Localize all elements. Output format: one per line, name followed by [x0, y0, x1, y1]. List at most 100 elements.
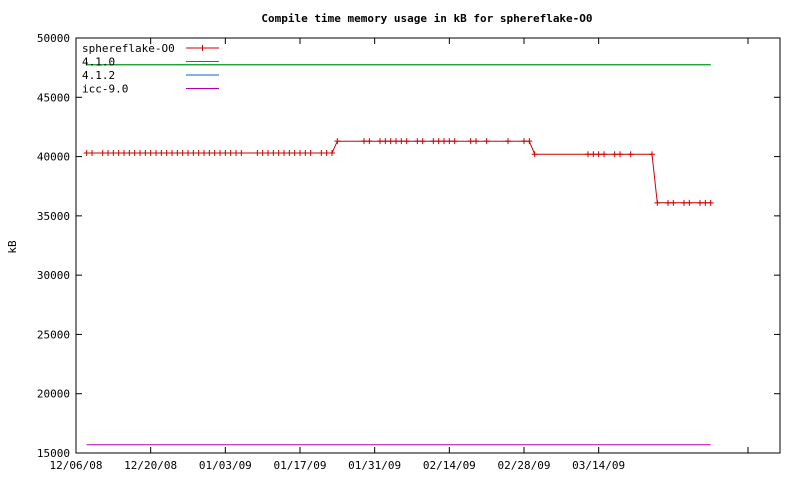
data-point [174, 150, 181, 157]
x-tick-label: 02/14/09 [423, 459, 476, 472]
data-point [681, 199, 687, 206]
data-point [665, 199, 671, 206]
legend-marker [199, 45, 206, 51]
data-point [83, 150, 90, 157]
x-tick-label: 02/28/09 [498, 459, 551, 472]
data-point [601, 151, 607, 158]
data-point [414, 138, 421, 145]
data-point [467, 138, 474, 145]
y-tick-label: 50000 [37, 32, 70, 45]
y-tick-label: 40000 [37, 151, 70, 164]
data-point [531, 151, 538, 158]
data-point [329, 150, 335, 157]
data-point [595, 151, 602, 158]
data-point [435, 138, 442, 145]
data-point [451, 138, 458, 145]
data-point [254, 150, 261, 157]
data-point [393, 138, 399, 145]
data-point [222, 150, 229, 157]
legend-label: icc-9.0 [82, 83, 128, 96]
data-point [611, 151, 618, 158]
data-point [430, 138, 437, 145]
data-point [617, 151, 623, 158]
y-tick-label: 30000 [37, 269, 70, 282]
y-tick-label: 15000 [37, 447, 70, 460]
legend-label: 4.1.2 [82, 69, 115, 82]
data-point [297, 150, 303, 157]
data-point [446, 138, 453, 145]
x-tick-label: 12/20/08 [124, 459, 177, 472]
data-point [89, 150, 95, 157]
data-point [99, 150, 106, 157]
data-point [686, 199, 693, 206]
data-point [707, 199, 714, 206]
data-point [307, 150, 314, 157]
data-point [521, 138, 527, 145]
data-point [115, 150, 122, 157]
y-tick-label: 20000 [37, 388, 70, 401]
data-point [265, 150, 271, 157]
legend-label: sphereflake-O0 [82, 42, 175, 55]
legend-label: 4.1.0 [82, 56, 115, 69]
series-layer [83, 64, 714, 446]
x-tick-label: 12/06/08 [50, 459, 103, 472]
data-point [419, 138, 426, 145]
data-point [206, 150, 213, 157]
data-point [275, 150, 282, 157]
data-point [670, 199, 677, 206]
data-point [654, 199, 661, 206]
data-point [270, 150, 277, 157]
y-tick-label: 35000 [37, 210, 70, 223]
x-axis: 12/06/08 12/20/08 01/03/09 01/17/09 01/31/09… [50, 38, 749, 472]
data-point [185, 150, 191, 157]
data-point [147, 150, 154, 157]
data-point [142, 150, 149, 157]
data-point [323, 150, 330, 157]
data-point [361, 138, 367, 145]
data-point [131, 150, 138, 157]
data-point [702, 199, 709, 206]
x-tick-label: 01/17/09 [274, 459, 327, 472]
data-point [238, 150, 245, 157]
data-point [398, 138, 405, 145]
data-point [190, 150, 197, 157]
x-tick-label: 03/14/09 [572, 459, 625, 472]
series-line-sphereflake-o0 [86, 140, 711, 204]
data-point [169, 150, 175, 157]
data-point [366, 138, 373, 145]
data-point [195, 150, 202, 157]
data-point [158, 150, 165, 157]
data-point [163, 150, 170, 157]
data-point [334, 138, 341, 145]
data-point [110, 150, 117, 157]
data-point [387, 138, 394, 145]
data-point [697, 199, 703, 206]
data-point [302, 150, 309, 157]
x-tick-label: 01/31/09 [348, 459, 401, 472]
y-tick-label: 45000 [37, 91, 70, 104]
data-point [473, 138, 479, 145]
data-point [105, 150, 111, 157]
data-point [585, 151, 591, 158]
data-point [382, 138, 389, 145]
data-point [627, 151, 634, 158]
data-point [126, 150, 133, 157]
data-point [121, 150, 127, 157]
data-point [318, 150, 325, 157]
data-point [153, 150, 159, 157]
data-point [286, 150, 293, 157]
data-point [179, 150, 186, 157]
data-point [259, 150, 266, 157]
data-point [441, 138, 447, 145]
data-point [137, 150, 143, 157]
data-point [227, 150, 234, 157]
data-point [590, 151, 597, 158]
data-point [201, 150, 207, 157]
data-point [505, 138, 511, 145]
data-point [291, 150, 298, 157]
y-axis-label: kB [6, 240, 19, 254]
data-point [233, 150, 239, 157]
data-point [649, 151, 655, 158]
